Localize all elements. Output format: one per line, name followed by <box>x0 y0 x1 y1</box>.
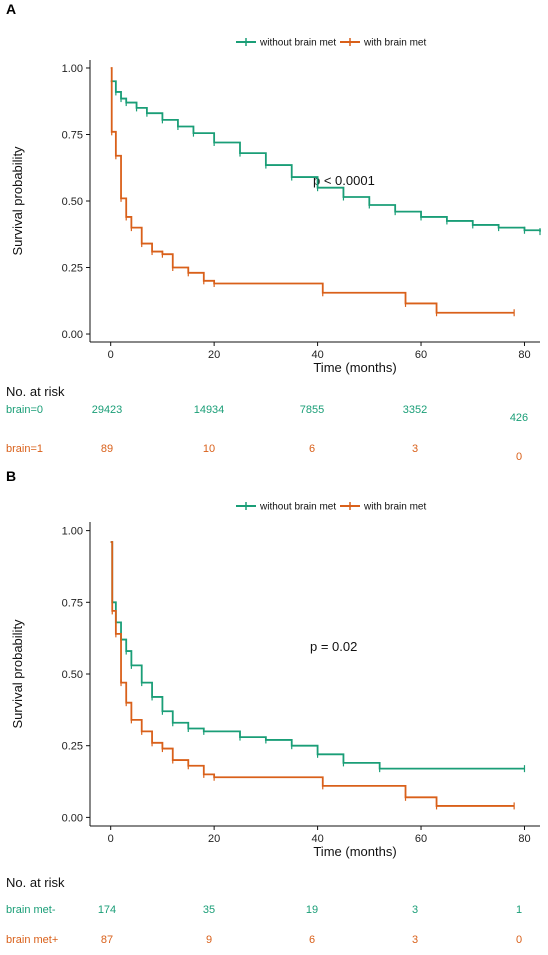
y-tick-label: 0.75 <box>62 597 83 609</box>
x-tick-label: 40 <box>311 349 323 361</box>
risk-count: 426 <box>510 412 528 424</box>
y-axis-title: Survival probability <box>10 146 25 256</box>
risk-count: 89 <box>101 443 113 455</box>
x-tick-label: 20 <box>208 833 220 845</box>
risk-table: No. at risk brain met- 174 35 19 3 1 brain met+… <box>6 875 522 946</box>
y-axis-title: Survival probability <box>10 619 25 729</box>
risk-count: 87 <box>101 934 113 946</box>
x-axis-title: Time (months) <box>313 844 396 859</box>
legend-label: without brain met <box>259 38 336 49</box>
risk-count: 19 <box>306 904 318 916</box>
risk-count: 0 <box>516 451 522 463</box>
panel-letter: A <box>6 1 16 17</box>
legend-label: without brain met <box>259 502 336 513</box>
x-tick-label: 80 <box>518 349 530 361</box>
survival-curve <box>110 80 541 232</box>
risk-count: 35 <box>203 904 215 916</box>
y-tick-label: 0.50 <box>62 196 83 208</box>
y-tick-label: 0.75 <box>62 129 83 141</box>
legend-item: without brain met <box>236 502 336 513</box>
survival-curve <box>110 541 525 770</box>
x-tick-label: 60 <box>415 349 427 361</box>
x-tick-label: 40 <box>311 833 323 845</box>
risk-count: 3352 <box>403 404 427 416</box>
risk-count: 3 <box>412 934 418 946</box>
legend: without brain met with brain met <box>236 38 426 49</box>
y-tick-label: 0.25 <box>62 741 83 753</box>
risk-count: 10 <box>203 443 215 455</box>
legend-label: with brain met <box>363 38 426 49</box>
risk-count: 14934 <box>194 404 225 416</box>
risk-count: 9 <box>206 934 212 946</box>
x-tick-label: 20 <box>208 349 220 361</box>
risk-table-title: No. at risk <box>6 384 65 399</box>
risk-row-label: brain=0 <box>6 404 43 416</box>
legend: without brain met with brain met <box>236 502 426 513</box>
risk-count: 0 <box>516 934 522 946</box>
y-tick-label: 0.25 <box>62 263 83 275</box>
p-value-annotation: p = 0.02 <box>310 639 357 654</box>
survival-curve <box>110 67 515 314</box>
risk-count: 6 <box>309 443 315 455</box>
x-tick-label: 80 <box>518 833 530 845</box>
panel-letter: B <box>6 468 16 484</box>
risk-count: 3 <box>412 443 418 455</box>
legend-item: without brain met <box>236 38 336 49</box>
risk-table: No. at risk brain=0 29423 14934 7855 3352 426 b… <box>6 384 528 463</box>
risk-count: 29423 <box>92 404 123 416</box>
risk-row-label: brain met- <box>6 904 56 916</box>
risk-row-label: brain met+ <box>6 934 58 946</box>
legend-label: with brain met <box>363 502 426 513</box>
risk-count: 7855 <box>300 404 324 416</box>
y-tick-label: 0.00 <box>62 329 83 341</box>
y-tick-label: 1.00 <box>62 63 83 75</box>
y-tick-label: 1.00 <box>62 526 83 538</box>
legend-item: with brain met <box>340 38 426 49</box>
x-tick-label: 0 <box>108 349 114 361</box>
x-axis-title: Time (months) <box>313 360 396 375</box>
risk-count: 6 <box>309 934 315 946</box>
risk-count: 3 <box>412 904 418 916</box>
risk-row-label: brain=1 <box>6 443 43 455</box>
p-value-annotation: p < 0.0001 <box>313 173 375 188</box>
risk-count: 174 <box>98 904 116 916</box>
x-tick-label: 60 <box>415 833 427 845</box>
y-tick-label: 0.50 <box>62 669 83 681</box>
legend-item: with brain met <box>340 502 426 513</box>
y-tick-label: 0.00 <box>62 812 83 824</box>
x-tick-label: 0 <box>108 833 114 845</box>
risk-count: 1 <box>516 904 522 916</box>
survival-curve <box>110 541 515 807</box>
risk-table-title: No. at risk <box>6 875 65 890</box>
